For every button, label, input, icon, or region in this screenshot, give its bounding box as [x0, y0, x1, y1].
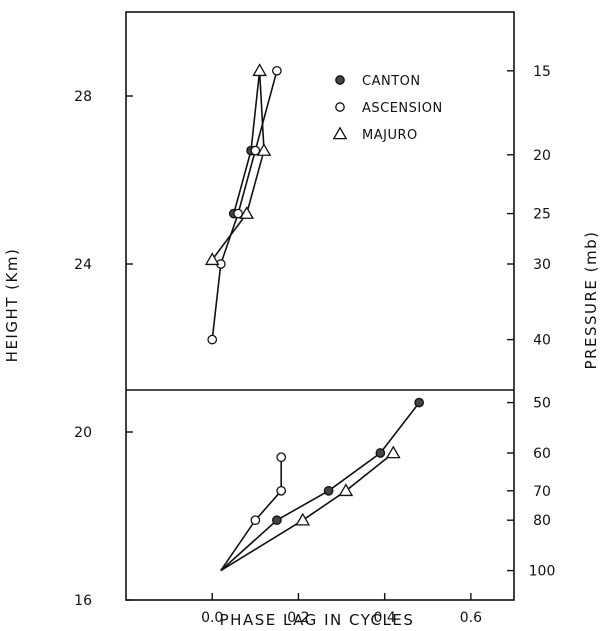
y-tick-label: 16 — [74, 593, 92, 609]
ascension-data-point — [207, 334, 218, 345]
majuro-data-point — [338, 483, 354, 497]
pressure-tick-label: 50 — [533, 396, 551, 412]
legend: CANTON ASCENSION MAJURO — [332, 74, 443, 143]
majuro-data-point — [295, 512, 311, 526]
y-tick-label: 24 — [74, 257, 92, 273]
majuro-data-point — [204, 252, 220, 266]
canton-data-point — [272, 515, 282, 526]
series-lines — [211, 70, 420, 572]
ascension-data-point — [276, 452, 287, 463]
x-tick-label: 0.4 — [374, 610, 396, 626]
x-axis-ticks: 0.0 0.2 0.4 0.6 — [201, 593, 482, 626]
pressure-tick-label: 40 — [533, 333, 551, 349]
y-axis-ticks: 16 20 24 28 — [74, 89, 133, 609]
legend-canton-marker — [335, 75, 345, 85]
ascension-data-point — [272, 65, 282, 76]
y-tick-label: 20 — [74, 425, 92, 441]
ascension-lower-line — [220, 457, 283, 572]
legend-ascension-marker — [335, 102, 345, 112]
legend-canton-label: CANTON — [362, 74, 421, 89]
majuro-data-point — [239, 206, 255, 219]
pressure-tick-label: 30 — [533, 257, 551, 273]
pressure-tick-label: 60 — [533, 446, 551, 462]
y-tick-label: 28 — [74, 89, 92, 105]
legend-ascension-label: ASCENSION — [362, 101, 443, 116]
majuro-lower-line — [220, 452, 394, 572]
plot-frame — [125, 11, 515, 601]
x-tick-label: 0.2 — [287, 610, 309, 626]
ascension-data-point — [250, 145, 261, 156]
majuro-data-point — [256, 143, 272, 156]
canton-data-point — [323, 485, 334, 496]
canton-lower-line — [220, 402, 420, 572]
ascension-data-point — [233, 208, 243, 219]
pressure-tick-label: 20 — [533, 148, 551, 164]
x-tick-label: 0.0 — [201, 610, 223, 626]
pressure-tick-label: 70 — [533, 484, 551, 500]
ascension-upper-line — [211, 70, 278, 340]
majuro-data-point — [385, 445, 401, 459]
canton-data-point — [375, 448, 386, 458]
pressure-tick-label: 25 — [533, 207, 551, 223]
majuro-data-point — [252, 63, 267, 77]
series-markers — [204, 63, 425, 526]
pressure-tick-label: 15 — [533, 64, 551, 80]
canton-upper-line — [233, 70, 261, 214]
pressure-tick-label: 80 — [533, 513, 551, 529]
ascension-data-point — [276, 485, 287, 496]
y-axis-label: HEIGHT (Km) — [3, 248, 21, 363]
legend-majuro-label: MAJURO — [362, 128, 418, 143]
x-axis-label: PHASE LAG IN CYCLES — [220, 611, 415, 629]
pressure-axis-label: PRESSURE (mb) — [582, 231, 600, 370]
canton-data-point — [414, 397, 425, 408]
x-tick-label: 0.6 — [460, 610, 482, 626]
legend-majuro-marker — [332, 126, 348, 140]
majuro-upper-line — [211, 70, 265, 261]
ascension-data-point — [250, 515, 261, 526]
pressure-tick-label: 100 — [529, 564, 556, 580]
pressure-axis-ticks: 15 20 25 30 40 50 60 70 80 100 — [507, 64, 555, 580]
